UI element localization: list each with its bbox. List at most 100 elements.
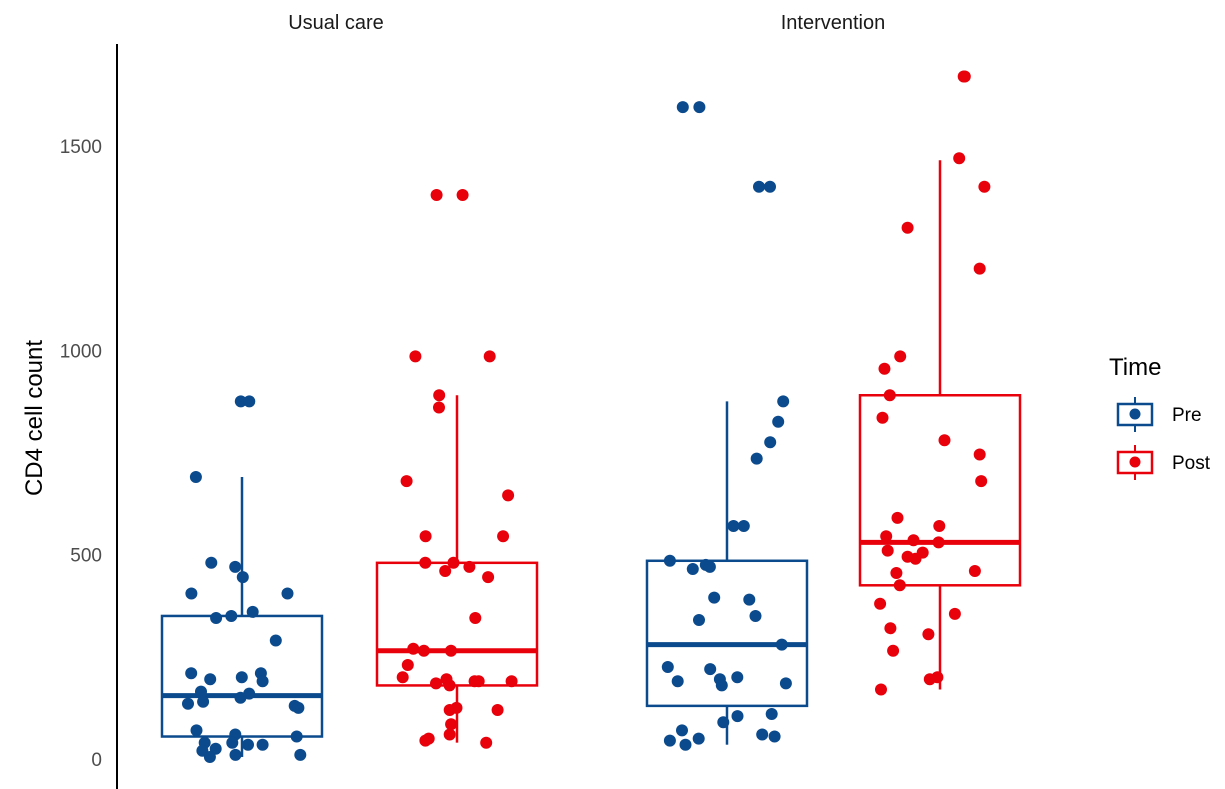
data-point: [439, 565, 452, 577]
data-point: [505, 675, 518, 688]
facet-title-intervention: Intervention: [781, 12, 886, 34]
data-point: [671, 675, 684, 688]
data-point: [419, 556, 432, 569]
data-point: [876, 411, 889, 424]
box-group-0: [160, 395, 324, 763]
data-point: [663, 734, 676, 747]
data-point: [884, 622, 897, 635]
data-point: [883, 389, 896, 402]
data-point: [433, 401, 445, 414]
data-point: [894, 350, 907, 363]
data-point: [236, 571, 249, 584]
data-point: [281, 587, 294, 600]
data-point: [663, 554, 676, 567]
box: [160, 614, 324, 738]
box: [858, 394, 1022, 587]
data-point: [764, 436, 777, 449]
data-point: [469, 612, 482, 624]
box-group-2: [645, 101, 809, 751]
data-point: [419, 734, 432, 747]
data-point: [433, 389, 446, 402]
data-point: [443, 679, 456, 692]
data-point: [491, 704, 504, 716]
data-point: [185, 667, 198, 680]
data-point: [975, 475, 988, 488]
data-point: [938, 434, 951, 447]
data-point: [957, 70, 970, 83]
data-point: [661, 661, 674, 673]
data-point: [292, 701, 305, 714]
data-point: [753, 180, 765, 193]
data-point: [909, 552, 922, 565]
data-point: [973, 448, 986, 461]
data-point: [708, 591, 721, 604]
data-point: [887, 644, 900, 657]
data-point: [874, 597, 887, 610]
data-point: [777, 395, 790, 408]
data-point: [443, 704, 456, 716]
data-point: [497, 530, 510, 543]
data-point: [679, 738, 692, 751]
data-point: [407, 642, 420, 655]
data-point: [731, 671, 744, 684]
data-point: [890, 567, 903, 579]
data-point: [189, 471, 202, 483]
data-point: [225, 610, 238, 622]
data-point: [973, 262, 986, 275]
data-point: [749, 610, 762, 622]
data-point: [468, 675, 481, 688]
data-point: [775, 638, 788, 651]
data-point: [290, 730, 303, 743]
data-point: [419, 530, 432, 543]
data-point: [693, 614, 705, 626]
data-point: [409, 350, 422, 363]
y-tick-label: 1500: [60, 137, 102, 158]
data-point: [417, 644, 430, 657]
data-point: [692, 732, 705, 745]
box-group-1: [375, 189, 539, 749]
data-point: [948, 607, 961, 620]
data-point: [693, 101, 706, 114]
data-point: [715, 679, 728, 692]
data-point: [456, 189, 469, 201]
data-point: [676, 724, 688, 737]
data-point: [396, 671, 409, 684]
data-point: [676, 101, 689, 114]
legend-entry-post: Post: [1116, 445, 1211, 480]
y-axis-title: CD4 cell count: [21, 340, 48, 496]
data-point: [242, 738, 254, 751]
data-point: [779, 677, 792, 690]
data-point: [502, 489, 515, 502]
data-point: [195, 685, 207, 698]
data-point: [234, 395, 247, 408]
data-point: [768, 730, 781, 743]
data-point: [447, 556, 460, 569]
data-point: [190, 724, 203, 737]
legend: Time Pre Post: [1109, 354, 1211, 480]
data-point: [430, 677, 442, 690]
facet-title-usual-care: Usual care: [288, 12, 384, 34]
data-point: [764, 180, 776, 193]
legend-title: Time: [1109, 354, 1161, 381]
data-point: [482, 571, 495, 584]
plot-groups: [160, 70, 1022, 763]
box: [645, 559, 809, 708]
data-point: [400, 475, 413, 488]
data-point: [881, 544, 894, 557]
data-point: [717, 716, 730, 729]
data-point: [203, 751, 216, 763]
data-point: [893, 579, 906, 592]
legend-label-post: Post: [1172, 453, 1211, 474]
data-point: [765, 708, 778, 720]
data-point: [226, 736, 239, 749]
data-point: [978, 180, 991, 193]
data-point: [901, 221, 914, 234]
data-point: [182, 697, 194, 710]
data-point: [204, 673, 217, 686]
data-point: [922, 628, 935, 641]
data-point: [430, 189, 443, 201]
box: [375, 561, 539, 687]
data-point: [197, 695, 210, 708]
data-point: [246, 605, 259, 618]
